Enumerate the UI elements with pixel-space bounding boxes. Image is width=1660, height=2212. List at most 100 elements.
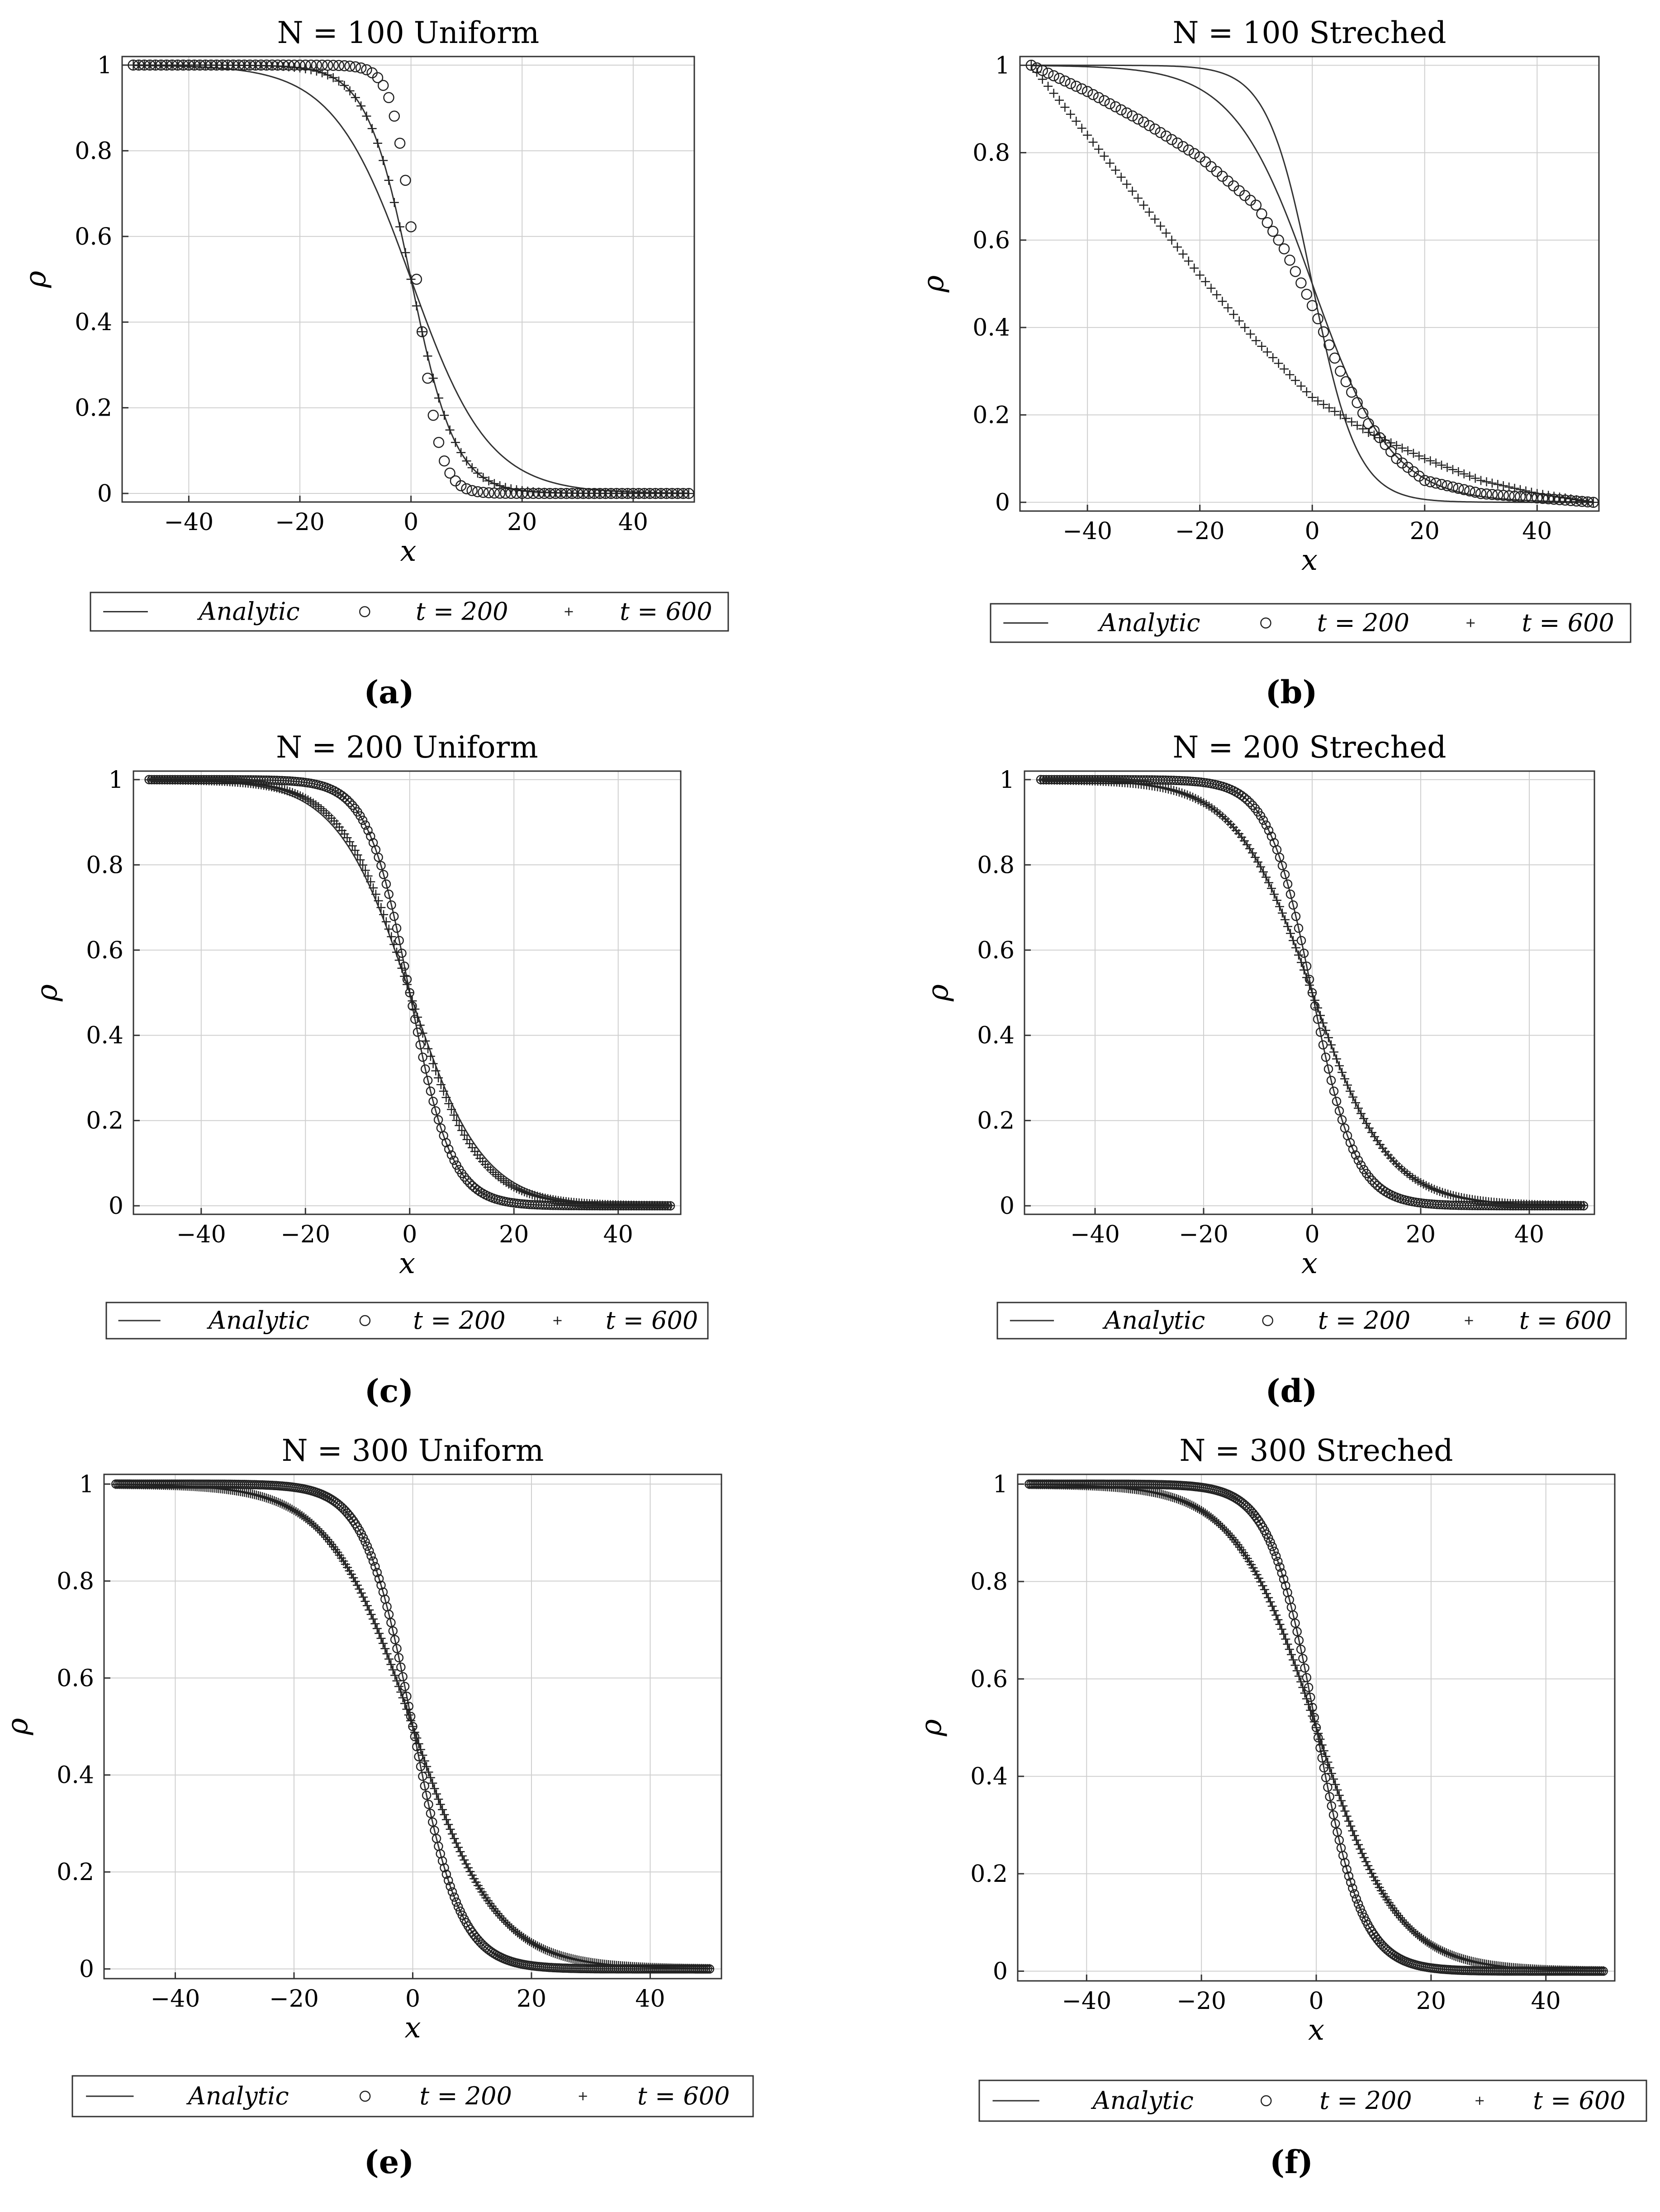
marker-t200 xyxy=(1498,489,1509,501)
marker-t600 xyxy=(270,1496,279,1506)
marker-t200 xyxy=(446,1150,456,1160)
marker-t200 xyxy=(1351,1150,1361,1160)
marker-t600 xyxy=(387,932,396,942)
marker-t200 xyxy=(444,1144,454,1154)
marker-t600 xyxy=(1240,323,1250,332)
marker-t600 xyxy=(366,1610,376,1619)
marker-t600 xyxy=(1409,449,1418,458)
marker-t600 xyxy=(369,1614,378,1624)
marker-t600 xyxy=(444,1820,453,1829)
marker-t600 xyxy=(261,1493,271,1503)
marker-t600 xyxy=(1195,270,1205,280)
marker-t200 xyxy=(400,175,411,186)
marker-t600 xyxy=(432,1789,441,1799)
legend-t200-label: t = 200 xyxy=(413,1306,505,1335)
marker-t200 xyxy=(355,62,367,74)
marker-t200 xyxy=(1093,92,1105,104)
subfigure-caption: (f) xyxy=(1270,2143,1313,2181)
marker-t200 xyxy=(1188,148,1200,159)
marker-t600 xyxy=(1278,908,1287,918)
marker-t600 xyxy=(313,1524,323,1534)
marker-t600 xyxy=(359,1592,368,1602)
marker-t600 xyxy=(440,1810,449,1819)
y-tick-label: 1 xyxy=(995,52,1010,79)
marker-t200 xyxy=(1402,462,1413,473)
marker-t600 xyxy=(1077,123,1086,133)
subfigure-caption: (c) xyxy=(365,1372,414,1410)
marker-t200 xyxy=(1335,365,1346,377)
x-tick-label: 0 xyxy=(403,509,418,536)
marker-t600 xyxy=(356,1588,366,1598)
marker-t200 xyxy=(1329,352,1341,364)
x-tick-label: 40 xyxy=(1531,1988,1561,2015)
x-tick-label: 40 xyxy=(1522,518,1552,545)
marker-t600 xyxy=(1105,158,1115,168)
chart-title: N = 300 Uniform xyxy=(282,1433,544,1468)
marker-t600 xyxy=(1281,915,1290,924)
plot-frame xyxy=(121,56,695,503)
marker-t200 xyxy=(1346,386,1357,398)
marker-t200 xyxy=(1458,484,1470,495)
marker-t600 xyxy=(389,198,399,207)
marker-t200 xyxy=(1284,255,1295,266)
marker-t600 xyxy=(295,63,304,73)
legend-plus-icon xyxy=(1466,619,1475,627)
marker-t200 xyxy=(444,1876,453,1885)
x-tick-label: 0 xyxy=(405,1985,420,2013)
marker-t600 xyxy=(1083,130,1092,140)
marker-t600 xyxy=(517,486,527,495)
marker-t200 xyxy=(1277,861,1287,871)
legend-t200-label: t = 200 xyxy=(1317,609,1409,637)
marker-t200 xyxy=(368,1556,378,1566)
marker-t600 xyxy=(1319,400,1328,409)
y-tick-label: 1 xyxy=(993,1471,1008,1498)
marker-t600 xyxy=(535,1942,544,1951)
marker-t200 xyxy=(397,948,407,958)
marker-t200 xyxy=(1492,489,1503,501)
marker-t600 xyxy=(1348,1826,1357,1836)
marker-t600 xyxy=(1352,421,1362,430)
marker-t600 xyxy=(312,66,321,76)
marker-t600 xyxy=(1275,1620,1285,1629)
marker-t200 xyxy=(1250,199,1262,211)
marker-t200 xyxy=(1042,67,1054,79)
marker-t200 xyxy=(377,80,389,91)
marker-t600 xyxy=(1313,1003,1322,1013)
marker-t600 xyxy=(1269,1606,1279,1615)
marker-t600 xyxy=(1072,117,1081,126)
marker-t200 xyxy=(472,486,484,497)
marker-t600 xyxy=(1290,376,1300,385)
marker-t200 xyxy=(376,861,386,871)
marker-t600 xyxy=(369,883,378,893)
marker-t600 xyxy=(1267,1601,1277,1611)
plot-area xyxy=(1025,60,1599,508)
marker-t600 xyxy=(406,275,416,284)
marker-t600 xyxy=(392,947,401,957)
marker-t600 xyxy=(415,1020,425,1030)
marker-t600 xyxy=(529,1939,538,1948)
marker-t600 xyxy=(1266,1597,1275,1606)
marker-t200 xyxy=(460,1172,470,1182)
y-tick-label: 0.2 xyxy=(972,402,1010,429)
marker-t200 xyxy=(1329,1086,1339,1096)
y-tick-label: 0 xyxy=(109,1193,123,1220)
marker-t600 xyxy=(1287,1650,1296,1659)
marker-t200 xyxy=(372,1568,382,1577)
marker-t600 xyxy=(446,1824,455,1834)
marker-t600 xyxy=(1264,878,1273,887)
marker-t200 xyxy=(390,1635,400,1644)
marker-t200 xyxy=(1301,289,1313,300)
marker-t600 xyxy=(405,988,414,997)
marker-t200 xyxy=(466,485,478,496)
marker-t200 xyxy=(1239,793,1249,802)
marker-t600 xyxy=(1363,1861,1373,1871)
marker-t600 xyxy=(1223,303,1233,313)
marker-t200 xyxy=(344,61,356,72)
marker-t600 xyxy=(1327,1040,1336,1050)
marker-t200 xyxy=(413,1028,422,1037)
marker-t600 xyxy=(1268,353,1278,362)
marker-t200 xyxy=(1121,107,1133,118)
marker-t600 xyxy=(392,1676,402,1686)
marker-t600 xyxy=(1201,277,1210,286)
marker-t200 xyxy=(1294,924,1304,933)
